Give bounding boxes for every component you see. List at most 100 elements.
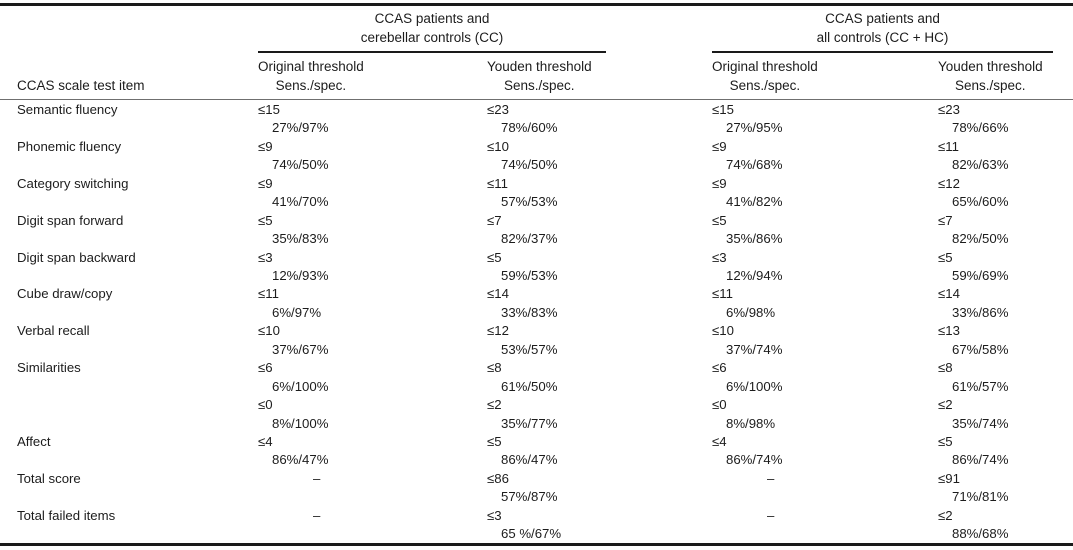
cell-threshold: ≤11 xyxy=(487,175,508,191)
cell-threshold: – xyxy=(313,507,321,523)
cell-threshold: ≤3 xyxy=(712,249,727,265)
table-row: Similarities ≤6 6%/100% ≤8 61%/50% ≤6 6%… xyxy=(0,358,1073,395)
header-body-rule xyxy=(0,99,1073,100)
data-cell: ≤10 37%/67% xyxy=(258,322,328,359)
cell-sens-spec: 41%/82% xyxy=(726,194,783,210)
cell-threshold: ≤5 xyxy=(938,434,953,450)
data-cell: ≤5 86%/74% xyxy=(938,433,1008,470)
row-item-label: Verbal recall xyxy=(17,323,90,339)
cell-sens-spec: 57%/87% xyxy=(501,489,558,505)
row-item-label: Digit span backward xyxy=(17,249,136,265)
table-row: Digit span backward ≤3 12%/93% ≤5 59%/53… xyxy=(0,248,1073,285)
cell-sens-spec: 35%/86% xyxy=(726,231,783,247)
cell-threshold: ≤5 xyxy=(487,249,502,265)
data-cell: ≤5 35%/83% xyxy=(258,212,328,249)
data-cell: ≤9 41%/82% xyxy=(712,175,782,212)
cell-sens-spec: 33%/83% xyxy=(501,304,558,320)
data-cell: ≤2 35%/77% xyxy=(487,396,557,433)
data-cell: ≤3 12%/94% xyxy=(712,249,782,286)
cell-sens-spec: 67%/58% xyxy=(952,341,1009,357)
cell-threshold: ≤6 xyxy=(712,360,727,376)
cell-sens-spec: 65 %/67% xyxy=(501,526,562,542)
top-rule xyxy=(0,3,1073,6)
data-cell: – xyxy=(712,470,774,488)
cell-threshold: ≤0 xyxy=(258,397,273,413)
data-cell: ≤2 88%/68% xyxy=(938,507,1008,544)
cell-threshold: ≤5 xyxy=(487,434,502,450)
cell-threshold: ≤3 xyxy=(258,249,273,265)
cell-sens-spec: 27%/95% xyxy=(726,120,783,136)
cell-sens-spec: 74%/50% xyxy=(272,157,329,173)
cell-sens-spec: 6%/100% xyxy=(272,378,329,394)
column-header-line1: Original threshold xyxy=(712,59,818,74)
row-item-label: Digit span forward xyxy=(17,212,124,228)
cell-threshold: ≤9 xyxy=(258,138,273,154)
cell-sens-spec: 6%/98% xyxy=(726,304,776,320)
data-cell: ≤10 74%/50% xyxy=(487,138,557,175)
cell-threshold: ≤3 xyxy=(487,507,502,523)
cell-sens-spec: 35%/74% xyxy=(952,415,1009,431)
bottom-rule xyxy=(0,543,1073,546)
column-header-line1: Youden threshold xyxy=(938,59,1043,74)
cell-sens-spec: 71%/81% xyxy=(952,489,1009,505)
cell-threshold: ≤23 xyxy=(487,102,509,117)
cell-sens-spec: 41%/70% xyxy=(272,194,329,210)
cell-sens-spec: 78%/66% xyxy=(952,120,1009,136)
group-underline-cc xyxy=(258,51,606,53)
row-item-label: Similarities xyxy=(17,360,81,376)
data-cell: ≤8 61%/50% xyxy=(487,359,557,396)
cell-threshold: ≤14 xyxy=(487,286,509,302)
data-cell: ≤3 12%/93% xyxy=(258,249,328,286)
group-header-cc-hc: CCAS patients and all controls (CC + HC) xyxy=(712,9,1053,47)
cell-sens-spec: 59%/69% xyxy=(952,267,1009,283)
data-cell: – xyxy=(258,470,320,488)
data-cell: ≤11 57%/53% xyxy=(487,175,557,212)
cell-sens-spec: 82%/37% xyxy=(501,231,558,247)
cell-sens-spec: 6%/97% xyxy=(272,304,322,320)
cell-threshold: ≤0 xyxy=(712,397,727,413)
cell-sens-spec: 61%/50% xyxy=(501,378,558,394)
cell-threshold: ≤11 xyxy=(938,138,959,154)
cell-sens-spec: 53%/57% xyxy=(501,341,558,357)
column-header-line2: Sens./spec. xyxy=(275,77,347,93)
cell-threshold: ≤5 xyxy=(712,212,727,228)
table-body: Semantic fluency ≤15 27%/97% ≤23 78%/60%… xyxy=(0,100,1073,543)
cell-threshold: ≤15 xyxy=(712,102,734,117)
column-header-original-cc-hc: Original threshold Sens./spec. xyxy=(712,58,818,95)
cell-threshold: ≤4 xyxy=(258,434,273,450)
cell-sens-spec: 12%/93% xyxy=(272,267,329,283)
data-cell: ≤3 65 %/67% xyxy=(487,507,561,544)
cell-sens-spec: 35%/83% xyxy=(272,231,329,247)
data-cell: ≤4 86%/74% xyxy=(712,433,782,470)
cell-threshold: ≤2 xyxy=(938,507,953,523)
row-item-label: Affect xyxy=(17,434,51,450)
cell-sens-spec: 65%/60% xyxy=(952,194,1009,210)
group-header-cc-hc-line2: all controls (CC + HC) xyxy=(816,30,949,45)
cell-sens-spec: 78%/60% xyxy=(501,120,558,136)
cell-sens-spec: 8%/98% xyxy=(726,415,776,431)
row-item-label: Category switching xyxy=(17,175,129,191)
row-item-label: Phonemic fluency xyxy=(17,138,122,154)
data-cell: ≤5 86%/47% xyxy=(487,433,557,470)
column-header-line1: Youden threshold xyxy=(487,59,592,74)
data-cell: ≤11 82%/63% xyxy=(938,138,1008,175)
cell-threshold: ≤5 xyxy=(258,212,273,228)
data-cell: ≤12 65%/60% xyxy=(938,175,1008,212)
cell-threshold: ≤6 xyxy=(258,360,273,376)
data-cell: ≤91 71%/81% xyxy=(938,470,1008,507)
column-header-youden-cc-hc: Youden threshold Sens./spec. xyxy=(938,58,1043,95)
data-cell: – xyxy=(258,507,320,525)
data-cell: ≤15 27%/95% xyxy=(712,101,782,138)
cell-threshold: – xyxy=(313,470,321,486)
cell-sens-spec: 86%/47% xyxy=(272,452,329,468)
data-cell: ≤14 33%/86% xyxy=(938,285,1008,322)
table-row: Affect ≤4 86%/47% ≤5 86%/47% ≤4 86%/74% … xyxy=(0,432,1073,469)
cell-threshold: ≤13 xyxy=(938,323,960,339)
cell-threshold: ≤91 xyxy=(938,470,960,486)
data-cell: ≤23 78%/66% xyxy=(938,101,1008,138)
group-header-cc-line2: cerebellar controls (CC) xyxy=(360,30,504,45)
row-item-label: Total score xyxy=(17,470,81,486)
cell-sens-spec: 61%/57% xyxy=(952,378,1009,394)
cell-threshold: ≤8 xyxy=(487,360,502,376)
